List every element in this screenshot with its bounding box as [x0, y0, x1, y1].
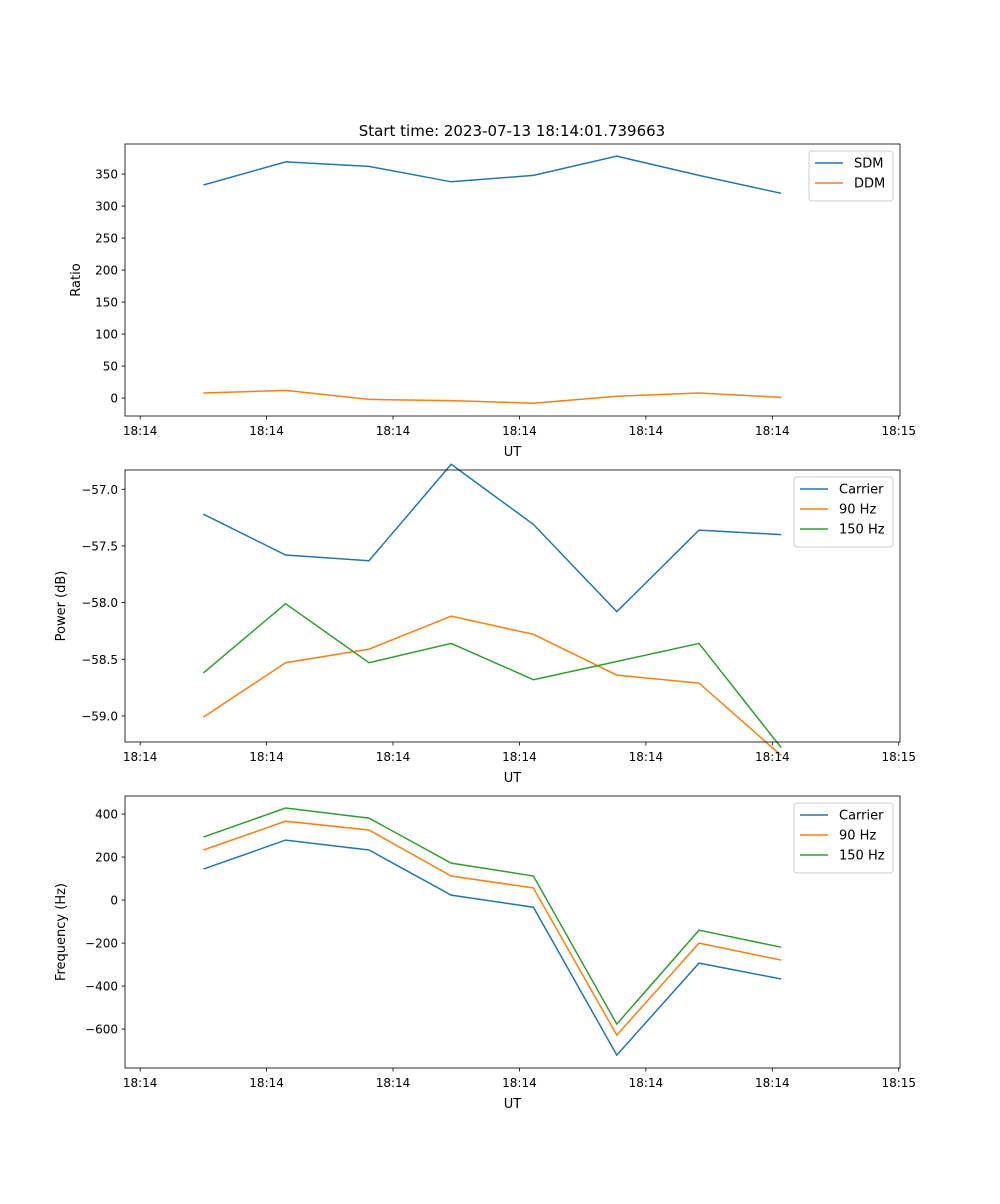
y-axis-label: Frequency (Hz)	[54, 883, 69, 981]
y-tick-label: 0	[110, 894, 118, 908]
y-tick-label: −58.5	[81, 653, 118, 667]
y-tick-label: −200	[85, 937, 118, 951]
x-axis-label: UT	[504, 771, 522, 786]
x-tick-label: 18:14	[502, 424, 537, 438]
x-tick-label: 18:14	[755, 1076, 790, 1090]
x-tick-label: 18:14	[376, 1076, 411, 1090]
legend-label: 150 Hz	[839, 849, 885, 864]
y-tick-label: 50	[103, 360, 118, 374]
y-tick-label: 200	[95, 851, 118, 865]
x-tick-label: 18:14	[755, 424, 790, 438]
series-line-150-hz	[203, 807, 782, 1026]
subplot-1: 18:14 18:14 18:14 18:14 18:14 18:14 18:15 0 50 10…	[69, 143, 916, 460]
legend-label: 90 Hz	[839, 503, 876, 518]
x-tick-label: 18:15	[881, 1076, 916, 1090]
legend-label: Carrier	[839, 483, 884, 498]
x-tick-label: 18:14	[629, 750, 664, 764]
y-tick-label: 0	[110, 392, 118, 406]
x-tick-label: 18:15	[881, 750, 916, 764]
y-axis-label: Ratio	[69, 263, 84, 296]
x-tick-label: 18:14	[123, 1076, 158, 1090]
x-tick-label: 18:15	[881, 424, 916, 438]
y-tick-label: −400	[85, 980, 118, 994]
x-tick-label: 18:14	[249, 424, 284, 438]
x-tick-label: 18:14	[502, 1076, 537, 1090]
axes-frame	[124, 795, 901, 1069]
y-tick-label: 300	[95, 200, 118, 214]
figure-title: Start time: 2023-07-13 18:14:01.739663	[359, 122, 665, 140]
series-line-150-hz	[202, 602, 782, 749]
series-line-ddm	[203, 389, 782, 404]
y-tick-label: 100	[95, 328, 118, 342]
legend: Carrier 90 Hz 150 Hz	[793, 802, 894, 874]
y-tick-label: −57.5	[81, 539, 118, 553]
legend: SDM DDM	[808, 150, 894, 202]
axes-frame	[124, 469, 901, 743]
y-axis-label: Power (dB)	[54, 571, 69, 642]
y-tick-label: 150	[95, 296, 118, 310]
y-tick-label: 350	[95, 168, 118, 182]
y-tick-label: 400	[95, 808, 118, 822]
legend-label: Carrier	[839, 809, 884, 824]
x-tick-label: 18:14	[123, 424, 158, 438]
series-line-90-hz	[202, 615, 782, 757]
subplot-3: 18:14 18:14 18:14 18:14 18:14 18:14 18:15 −600 −…	[54, 795, 916, 1112]
x-tick-label: 18:14	[629, 1076, 664, 1090]
x-tick-label: 18:14	[629, 424, 664, 438]
axes-frame	[124, 143, 901, 417]
x-tick-label: 18:14	[755, 750, 790, 764]
series-line-90-hz	[203, 820, 782, 1037]
subplot-2: 18:14 18:14 18:14 18:14 18:14 18:14 18:15 −59.0…	[54, 463, 916, 786]
x-tick-label: 18:14	[249, 750, 284, 764]
x-axis-label: UT	[504, 445, 522, 460]
series-line-carrier	[203, 839, 782, 1057]
y-tick-label: 250	[95, 232, 118, 246]
y-tick-label: −57.0	[81, 483, 118, 497]
legend: Carrier 90 Hz 150 Hz	[793, 476, 894, 548]
x-tick-label: 18:14	[249, 1076, 284, 1090]
y-tick-label: −600	[85, 1023, 118, 1037]
legend-label: DDM	[854, 177, 885, 192]
x-tick-label: 18:14	[376, 424, 411, 438]
x-tick-label: 18:14	[376, 750, 411, 764]
y-tick-label: 200	[95, 264, 118, 278]
series-line-carrier	[203, 463, 782, 613]
legend-label: 90 Hz	[839, 829, 876, 844]
y-tick-label: −58.0	[81, 596, 118, 610]
series-line-sdm	[203, 155, 782, 195]
legend-label: 150 Hz	[839, 523, 885, 538]
x-tick-label: 18:14	[123, 750, 158, 764]
legend-label: SDM	[854, 157, 883, 172]
x-tick-label: 18:14	[502, 750, 537, 764]
y-tick-label: −59.0	[81, 709, 118, 723]
x-axis-label: UT	[504, 1097, 522, 1112]
